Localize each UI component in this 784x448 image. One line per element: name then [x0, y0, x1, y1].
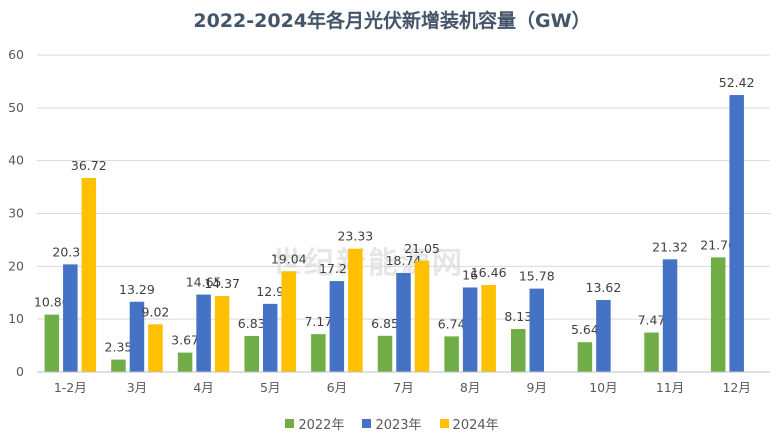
data-label: 19.04 [271, 251, 307, 266]
legend-label: 2022年 [298, 418, 345, 433]
bar [281, 271, 296, 372]
bar [529, 288, 545, 372]
bar [414, 260, 430, 372]
data-label: 13.29 [119, 282, 155, 297]
y-tick-label: 0 [16, 364, 24, 379]
bar [177, 352, 193, 372]
x-tick-label: 11月 [656, 380, 684, 395]
bar [377, 335, 393, 372]
chart-title: 2022-2024年各月光伏新增装机容量（GW） [193, 10, 591, 32]
data-label: 6.74 [438, 316, 466, 331]
bar [311, 334, 326, 372]
bar [44, 314, 60, 372]
bar [196, 294, 211, 372]
data-label: 12.9 [256, 284, 284, 299]
x-tick-label: 4月 [193, 380, 213, 395]
bar [81, 177, 97, 372]
x-tick-label: 9月 [527, 380, 547, 395]
data-label: 36.72 [71, 158, 107, 173]
data-label: 9.02 [142, 304, 170, 319]
bar [511, 329, 526, 372]
bar [129, 301, 145, 372]
bar [462, 287, 478, 372]
y-tick-label: 30 [8, 206, 24, 221]
legend-label: 2023年 [375, 418, 422, 433]
data-label: 5.64 [571, 322, 599, 337]
legend-label: 2024年 [452, 418, 499, 433]
data-label: 6.83 [238, 316, 266, 331]
bar [329, 281, 345, 372]
bar [577, 342, 593, 372]
data-label: 2.35 [105, 340, 133, 355]
bar [662, 259, 678, 372]
legend-item: 2023年 [362, 414, 422, 433]
bar [214, 296, 230, 372]
data-label: 15.78 [519, 269, 555, 284]
data-label: 21.32 [652, 239, 688, 254]
data-label: 13.62 [586, 280, 622, 295]
bar [729, 95, 744, 372]
data-label: 21.05 [404, 241, 440, 256]
data-label: 23.33 [337, 229, 373, 244]
data-label: 14.65 [186, 275, 222, 290]
legend-swatch [285, 419, 295, 428]
legend-swatch [362, 419, 372, 428]
legend-item: 2022年 [285, 414, 344, 433]
data-label: 7.17 [304, 314, 332, 329]
data-label: 10.86 [34, 295, 70, 310]
bar [262, 303, 278, 372]
y-tick-label: 60 [8, 47, 24, 62]
legend-swatch [439, 419, 449, 428]
data-label: 21.70 [700, 237, 736, 252]
x-tick-label: 5月 [260, 380, 280, 395]
bar [710, 257, 726, 372]
data-label: 3.67 [171, 333, 199, 348]
y-tick-label: 20 [8, 258, 24, 273]
data-label: 7.47 [638, 313, 666, 328]
data-label: 20.37 [52, 244, 88, 259]
x-tick-label: 1-2月 [54, 380, 87, 395]
x-tick-label: 3月 [127, 380, 147, 395]
bar [481, 285, 496, 372]
data-label: 6.85 [371, 316, 399, 331]
x-tick-label: 6月 [327, 380, 347, 395]
bar [148, 324, 163, 372]
bar [348, 248, 363, 372]
x-tick-label: 7月 [393, 380, 413, 395]
data-label: 16 [462, 267, 478, 282]
bar [63, 264, 78, 372]
data-label: 14.37 [204, 276, 240, 291]
x-tick-label: 10月 [589, 380, 617, 395]
bar [244, 335, 259, 372]
bar [596, 300, 611, 372]
data-label: 18.74 [386, 253, 422, 268]
watermark: 世纪新能源网 [272, 246, 464, 281]
bar [396, 272, 411, 372]
legend-item: 2024年 [439, 414, 499, 433]
bar [644, 332, 659, 372]
data-label: 52.42 [719, 75, 755, 90]
y-tick-label: 10 [8, 311, 24, 326]
legend: 2022年 2023年 2024年 [0, 414, 784, 433]
bar [444, 336, 459, 372]
y-tick-label: 40 [8, 153, 24, 168]
data-label: 8.13 [504, 309, 532, 324]
data-label: 16.46 [471, 265, 507, 280]
bar [111, 359, 126, 372]
data-label: 17.21 [319, 261, 355, 276]
x-tick-label: 12月 [722, 380, 750, 395]
y-tick-label: 50 [8, 100, 24, 115]
x-tick-label: 8月 [460, 380, 480, 395]
